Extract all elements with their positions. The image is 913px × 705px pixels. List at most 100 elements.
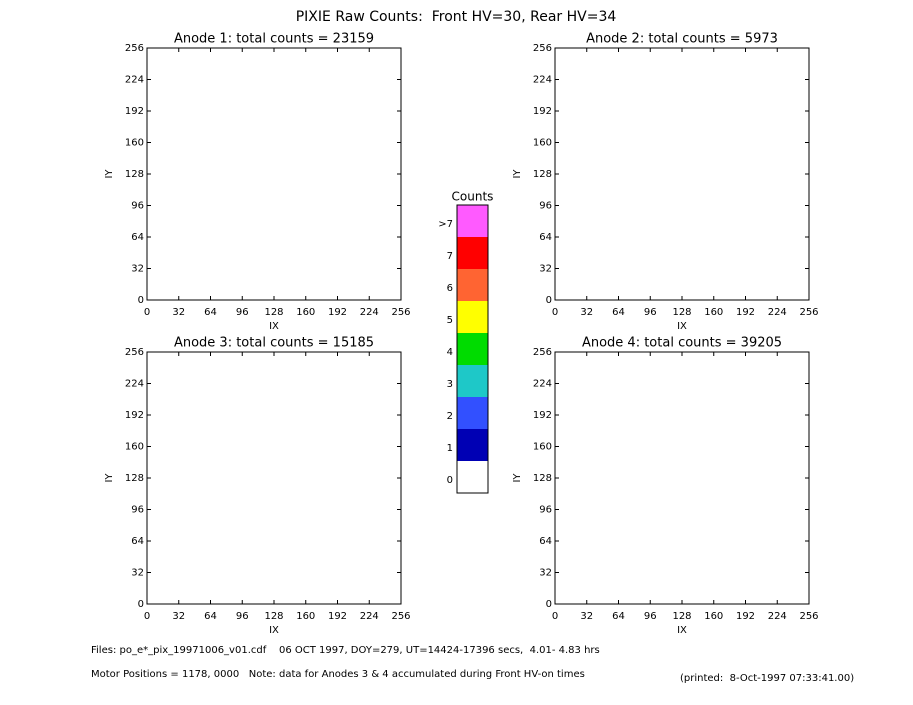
- x-tick-label: 192: [736, 307, 755, 318]
- colorbar-swatch: [457, 333, 488, 365]
- y-tick-label: 256: [533, 347, 552, 358]
- colorbar-label: 2: [447, 411, 453, 422]
- x-tick-label: 96: [236, 307, 249, 318]
- x-tick-label: 224: [360, 307, 379, 318]
- x-axis-label: IX: [269, 625, 279, 636]
- plot-frame: [146, 47, 402, 301]
- y-tick-label: 128: [533, 169, 552, 180]
- colorbar-swatch: [457, 397, 488, 429]
- y-tick-label: 32: [539, 568, 552, 579]
- y-tick-label: 192: [125, 410, 144, 421]
- y-tick-label: 0: [138, 295, 144, 306]
- colorbar-label: 3: [447, 379, 453, 390]
- x-tick-label: 32: [172, 611, 185, 622]
- y-tick-label: 160: [533, 138, 552, 149]
- x-tick-label: 0: [144, 611, 150, 622]
- y-tick-label: 0: [546, 599, 552, 610]
- y-tick-label: 224: [125, 75, 144, 86]
- x-tick-label: 64: [612, 611, 625, 622]
- y-tick-label: 256: [533, 43, 552, 54]
- x-tick-label: 32: [172, 307, 185, 318]
- colorbar-label: 4: [447, 347, 453, 358]
- x-tick-label: 256: [799, 611, 818, 622]
- x-tick-label: 256: [391, 307, 410, 318]
- x-tick-label: 192: [328, 611, 347, 622]
- x-axis-label: IX: [269, 321, 279, 332]
- y-tick-label: 32: [131, 264, 144, 275]
- x-tick-label: 32: [580, 307, 593, 318]
- colorbar-title: Counts: [452, 190, 494, 204]
- y-tick-label: 256: [125, 43, 144, 54]
- y-tick-label: 192: [125, 106, 144, 117]
- x-tick-label: 224: [768, 307, 787, 318]
- x-tick-label: 32: [580, 611, 593, 622]
- x-tick-label: 0: [552, 611, 558, 622]
- colorbar-frame: [456, 204, 489, 494]
- colorbar-label: 5: [447, 315, 453, 326]
- main-title: PIXIE Raw Counts: Front HV=30, Rear HV=3…: [296, 9, 617, 25]
- y-tick-label: 192: [533, 410, 552, 421]
- colorbar-swatch: [457, 237, 488, 269]
- y-tick-label: 64: [539, 232, 552, 243]
- x-tick-label: 96: [236, 611, 249, 622]
- y-tick-label: 64: [539, 536, 552, 547]
- x-tick-label: 192: [736, 611, 755, 622]
- y-tick-label: 96: [539, 505, 552, 516]
- y-tick-label: 32: [539, 264, 552, 275]
- colorbar-swatch: [457, 205, 488, 237]
- x-tick-label: 128: [264, 611, 283, 622]
- colorbar-swatch: [457, 461, 488, 493]
- colorbar-label: 6: [447, 283, 453, 294]
- x-axis-label: IX: [677, 625, 687, 636]
- colorbar-swatch: [457, 269, 488, 301]
- x-tick-label: 64: [612, 307, 625, 318]
- x-tick-label: 128: [264, 307, 283, 318]
- colorbar-swatch: [457, 365, 488, 397]
- x-tick-label: 128: [672, 307, 691, 318]
- y-tick-label: 0: [138, 599, 144, 610]
- y-axis-label: IY: [512, 169, 523, 179]
- x-tick-label: 224: [360, 611, 379, 622]
- x-tick-label: 160: [704, 611, 723, 622]
- x-tick-label: 0: [552, 307, 558, 318]
- y-tick-label: 128: [125, 473, 144, 484]
- plot-frame: [146, 351, 402, 605]
- footer-printed: (printed: 8-Oct-1997 07:33:41.00): [680, 673, 854, 684]
- x-tick-label: 64: [204, 611, 217, 622]
- y-tick-label: 224: [533, 379, 552, 390]
- x-tick-label: 160: [704, 307, 723, 318]
- y-tick-label: 96: [131, 201, 144, 212]
- x-tick-label: 96: [644, 611, 657, 622]
- x-tick-label: 192: [328, 307, 347, 318]
- x-tick-label: 0: [144, 307, 150, 318]
- colorbar-swatch: [457, 429, 488, 461]
- x-tick-label: 96: [644, 307, 657, 318]
- x-tick-label: 64: [204, 307, 217, 318]
- footer-motor: Motor Positions = 1178, 0000 Note: data …: [91, 669, 585, 680]
- y-tick-label: 256: [125, 347, 144, 358]
- y-tick-label: 96: [131, 505, 144, 516]
- plot-frame: [554, 351, 810, 605]
- y-axis-label: IY: [104, 169, 115, 179]
- y-tick-label: 0: [546, 295, 552, 306]
- x-tick-label: 256: [799, 307, 818, 318]
- x-tick-label: 128: [672, 611, 691, 622]
- colorbar-label: >7: [438, 219, 453, 230]
- y-tick-label: 160: [125, 442, 144, 453]
- colorbar-swatch: [457, 301, 488, 333]
- y-tick-label: 128: [533, 473, 552, 484]
- y-tick-label: 96: [539, 201, 552, 212]
- colorbar-label: 7: [447, 251, 453, 262]
- x-axis-label: IX: [677, 321, 687, 332]
- x-tick-label: 256: [391, 611, 410, 622]
- panel-title: Anode 1: total counts = 23159: [174, 32, 374, 47]
- panel-title: Anode 2: total counts = 5973: [586, 32, 778, 47]
- x-tick-label: 160: [296, 307, 315, 318]
- colorbar-label: 0: [447, 475, 453, 486]
- x-tick-label: 224: [768, 611, 787, 622]
- y-axis-label: IY: [104, 473, 115, 483]
- y-tick-label: 64: [131, 232, 144, 243]
- y-tick-label: 64: [131, 536, 144, 547]
- panel-title: Anode 4: total counts = 39205: [582, 336, 782, 351]
